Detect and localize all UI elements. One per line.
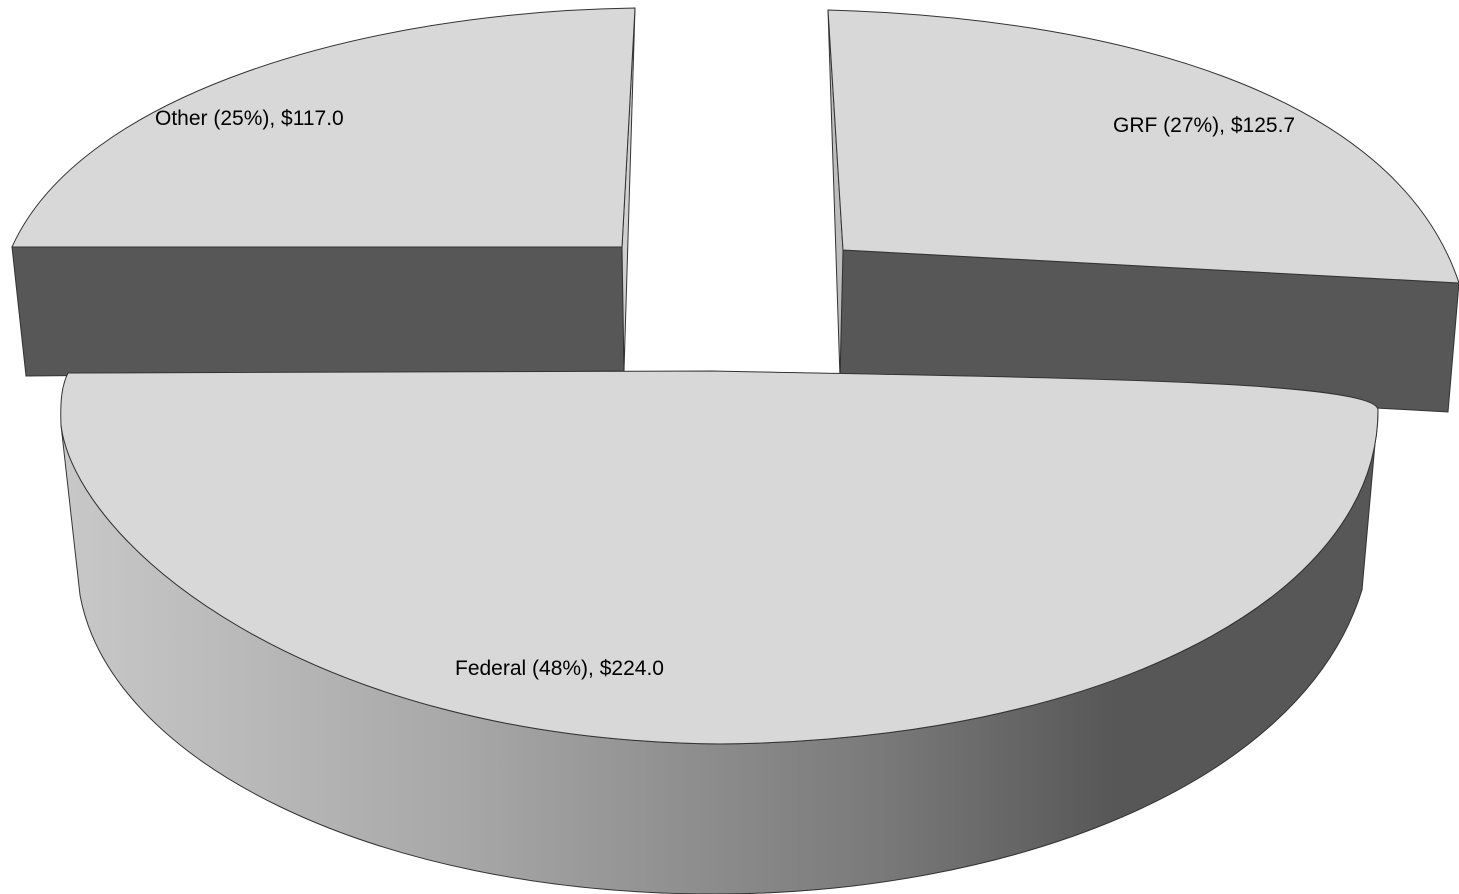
slice-other-side xyxy=(11,246,625,377)
slice-federal-top xyxy=(60,370,1379,745)
slice-grf-top xyxy=(827,9,1459,284)
label-other: Other (25%), $117.0 xyxy=(155,107,344,130)
slice-other xyxy=(11,7,636,377)
label-grf: GRF (27%), $125.7 xyxy=(1113,114,1295,137)
slice-federal xyxy=(60,370,1379,894)
slice-grf xyxy=(827,9,1459,413)
label-federal: Federal (48%), $224.0 xyxy=(455,657,664,680)
slice-other-top xyxy=(11,7,636,248)
